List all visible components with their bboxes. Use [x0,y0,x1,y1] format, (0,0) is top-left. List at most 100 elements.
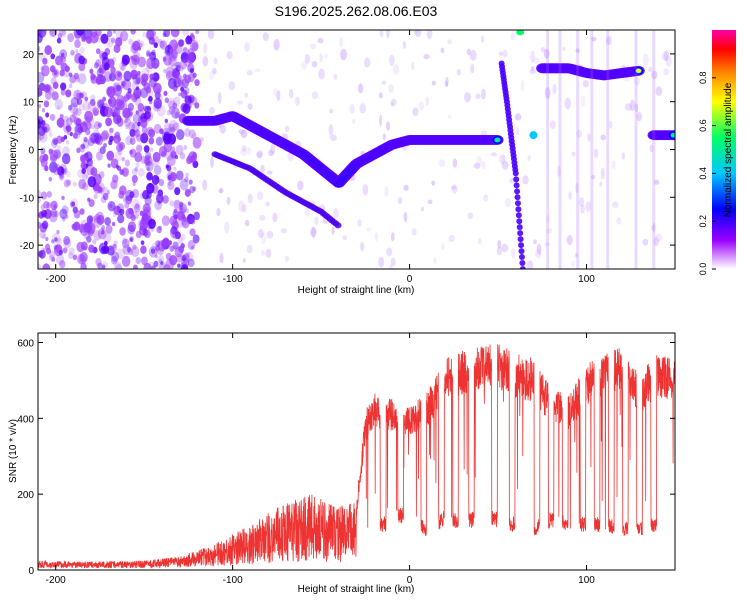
spectrogram-noise-blob [95,137,101,145]
spectrogram-noise-blob [276,89,281,101]
spectrogram-noise-blob [42,126,48,133]
spectrogram-noise-blob [148,128,156,138]
spectrogram-noise-blob [180,243,185,249]
spectrogram-noise-blob [146,171,153,181]
spectrogram-noise-blob [374,232,379,242]
spectrogram-noise-blob [131,168,138,176]
spectrogram-noise-blob [57,33,63,39]
spectrogram-noise-blob [150,248,156,254]
spectrogram-noise-blob [145,161,154,172]
spectrogram-noise-blob [46,190,52,198]
spectrogram-noise-blob [581,95,586,107]
spectrogram-noise-blob [562,47,566,52]
spectrogram-noise-blob [212,68,217,75]
spectrogram-noise-blob [272,212,278,223]
spectrogram-noise-blob [314,216,319,225]
spectrogram-noise-blob [113,113,122,125]
spectrogram-noise-blob [76,92,81,99]
spectrogram-noise-blob [113,205,122,216]
colorbar-tick-label: 0.8 [698,72,708,85]
spectrogram-noise-blob [181,47,191,60]
spectrogram-noise-blob [190,217,196,225]
spectrogram-noise-blob [174,246,183,258]
spectrogram-noise-blob [160,260,164,266]
spectrogram-noise-blob [45,236,49,242]
spectrogram-noise-blob [82,139,90,149]
spectrogram-noise-blob [175,170,184,181]
spectrogram-noise-blob [611,201,619,209]
spectrogram-noise-blob [102,261,109,269]
spectrogram-noise-blob [156,88,161,94]
spectrogram-noise-blob [163,90,168,97]
spectrogram-noise-blob [174,154,179,160]
spectrogram-noise-blob [527,155,531,161]
spectrogram-noise-blob [93,213,101,224]
snr-y-tick-label: 0 [28,566,34,577]
spectrogram-noise-blob [170,49,179,60]
snr-series-line [38,344,675,569]
spectrogram-noise-blob [185,157,192,165]
spectrogram-noise-blob [587,133,591,142]
spectrogram-noise-blob [172,71,182,84]
spectrogram-noise-blob [498,51,503,56]
spectrogram-noise-blob [154,254,158,259]
spectrogram-noise-blob [49,153,58,163]
spectrogram-noise-blob [63,122,71,133]
spectrogram-noise-blob [40,209,47,218]
spectrogram-steep-blob [517,230,524,237]
spectrogram-noise-blob [54,99,64,111]
spectrogram-noise-blob [108,139,113,146]
spectrogram-noise-blob [191,42,199,51]
spectrogram-noise-blob [403,184,409,191]
spectrogram-noise-blob [140,78,147,86]
spectrogram-noise-blob [119,227,126,236]
spectrogram-noise-blob [122,238,130,249]
spectrogram-noise-blob [115,164,119,169]
spectrogram-noise-blob [127,248,134,256]
spectrogram-noise-blob [63,70,70,78]
spectrogram-noise-blob [93,230,102,241]
spectrogram-noise-blob [181,254,187,262]
spectrogram-noise-blob [135,110,139,115]
spectrogram-noise-blob [132,113,141,124]
spectrogram-noise-blob [93,193,98,199]
spectrogram-noise-blob [89,68,94,74]
spectrogram-noise-blob [76,147,81,154]
spectrogram-noise-blob [132,129,140,139]
spectrogram-noise-blob [133,264,138,269]
spectrogram-noise-blob [241,204,247,213]
spectrogram-noise-blob [138,40,145,48]
spectrogram-noise-blob [169,126,176,134]
spectrogram-noise-blob [146,126,154,136]
spectrogram-noise-blob [150,147,154,153]
spectrogram-y-tick-label: -10 [20,193,35,204]
spectrogram-noise-blob [79,154,87,163]
spectrogram-noise-blob [529,69,536,75]
spectrogram-noise-blob [431,80,436,86]
snr-y-label: SNR (10 * v/v) [8,419,19,483]
spectrogram-x-tick-label: 0 [407,274,413,285]
spectrogram-noise-blob [42,234,46,239]
spectrogram-noise-blob [66,125,72,133]
spectrogram-noise-blob [599,181,603,187]
spectrogram-noise-blob [609,35,613,46]
spectrogram-noise-blob [52,163,62,176]
spectrogram-noise-blob [242,258,247,263]
spectrogram-noise-blob [139,42,143,48]
spectrogram-noise-blob [114,133,118,138]
spectrogram-noise-blob [135,86,140,91]
spectrogram-noise-blob [445,76,449,87]
spectrogram-noise-blob [72,132,78,139]
spectrogram-noise-blob [262,31,269,42]
spectrogram-noise-blob [156,193,164,204]
spectrogram-noise-blob [158,178,165,187]
spectrogram-noise-blob [125,135,133,146]
spectrogram-noise-blob [166,109,172,116]
spectrogram-noise-blob [56,145,62,151]
spectrogram-noise-blob [470,63,475,74]
spectrogram-noise-blob [241,145,247,152]
spectrogram-noise-blob [129,237,133,242]
spectrogram-noise-blob [53,244,58,250]
spectrogram-noise-blob [611,160,616,170]
spectrogram-noise-blob [384,186,389,197]
